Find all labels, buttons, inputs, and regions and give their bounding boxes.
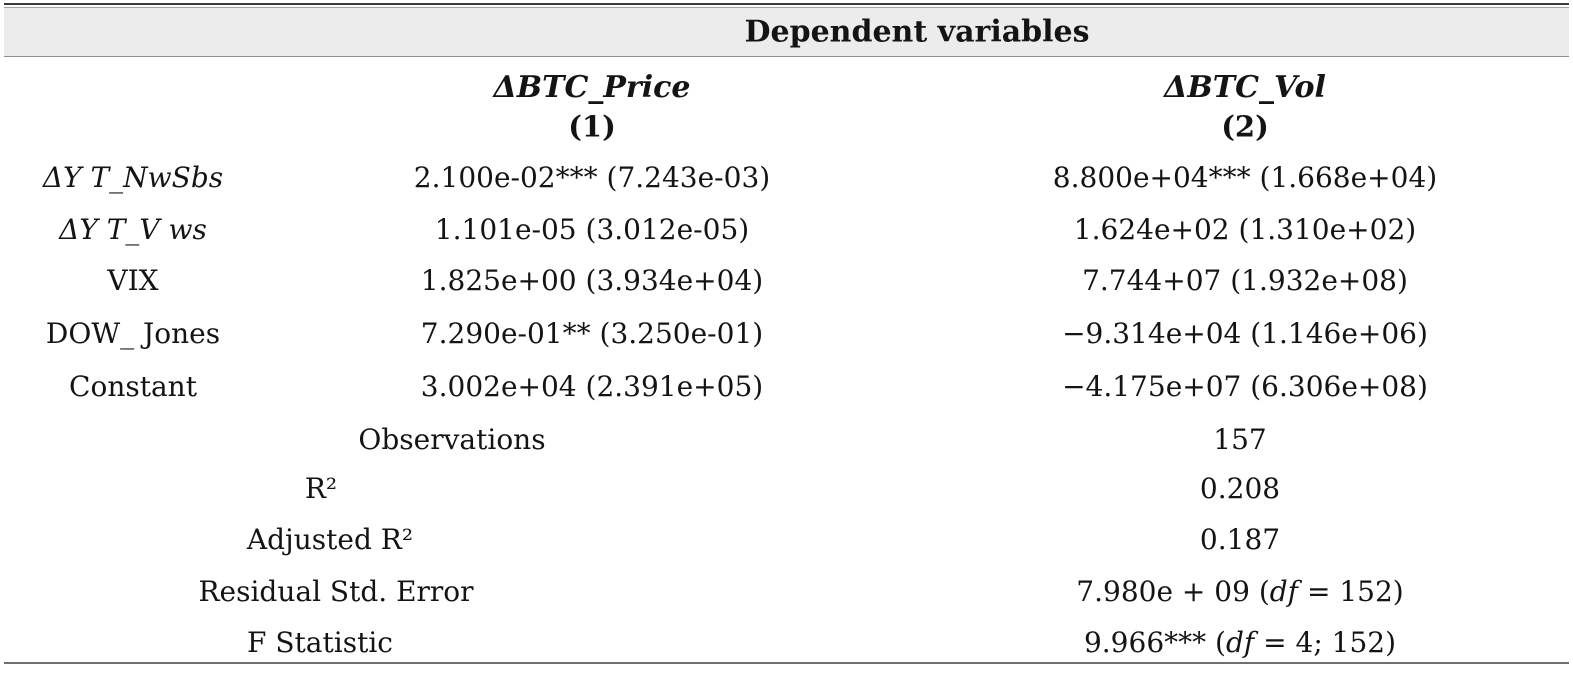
coef-value-vol-dow-jones: −9.314e+04 (1.146e+06) [1062,317,1428,350]
coef-value-price-constant: 3.002e+04 (2.391e+05) [420,370,764,403]
band-title: Dependent variables [744,14,1090,50]
stat-value-text: 9.966*** ( [1083,626,1226,659]
stat-value-tail: = 4; 152) [1254,626,1397,659]
stat-value-observations: 157 [1213,426,1266,454]
column-number-2: (2) [1221,109,1269,144]
table-bottom-rule [4,662,1569,664]
coef-value-vol-yt-vws: 1.624e+02 (1.310e+02) [1073,213,1417,246]
stat-value-r2: 0.208 [1200,475,1280,503]
coef-value-vol-vix: 7.744+07 (1.932e+08) [1082,264,1408,297]
coef-label-yt-nwsbs: ΔY T_NwSbs [42,161,224,194]
column-header-btc-price: ΔBTC_Price [493,70,691,105]
coef-value-price-dow-jones: 7.290e-01** (3.250e-01) [420,317,764,350]
stat-value-residual-std-error: 7.980e + 09 (df = 152) [1076,578,1403,606]
stat-label-observations: Observations [358,423,546,456]
column-number-1: (1) [568,109,616,144]
coef-value-vol-constant: −4.175e+07 (6.306e+08) [1062,370,1428,403]
stat-value-adjusted-r2: 0.187 [1200,526,1280,554]
stat-value-text: 157 [1213,423,1267,456]
coef-label-constant: Constant [69,370,197,403]
column-header-btc-vol: ΔBTC_Vol [1164,70,1326,105]
stat-label-r2: R² [304,472,338,505]
coef-label-dow-jones: DOW_ Jones [45,317,221,350]
stat-label-f-statistic: F Statistic [247,626,393,659]
stat-label-adjusted-r2: Adjusted R² [246,523,414,556]
stat-value-f-statistic: 9.966*** (df = 4; 152) [1084,629,1396,657]
stat-value-tail: = 152) [1298,575,1404,608]
df-text: df [1225,626,1255,659]
table-top-rule [4,3,1569,5]
df-text: df [1269,575,1299,608]
stat-label-residual-std-error: Residual Std. Error [198,575,474,608]
coef-value-price-yt-vws: 1.101e-05 (3.012e-05) [434,213,750,246]
dependent-variables-band: Dependent variables [4,7,1569,57]
coef-label-yt-vws: ΔY T_V ws [59,213,207,246]
coef-label-vix: VIX [107,264,159,297]
stat-value-text: 0.187 [1199,523,1281,556]
coef-value-vol-yt-nwsbs: 8.800e+04*** (1.668e+04) [1052,161,1438,194]
coef-value-price-yt-nwsbs: 2.100e-02*** (7.243e-03) [413,161,771,194]
coef-value-price-vix: 1.825e+00 (3.934e+04) [420,264,764,297]
stat-value-text: 0.208 [1199,472,1281,505]
stat-value-text: 7.980e + 09 ( [1076,575,1270,608]
